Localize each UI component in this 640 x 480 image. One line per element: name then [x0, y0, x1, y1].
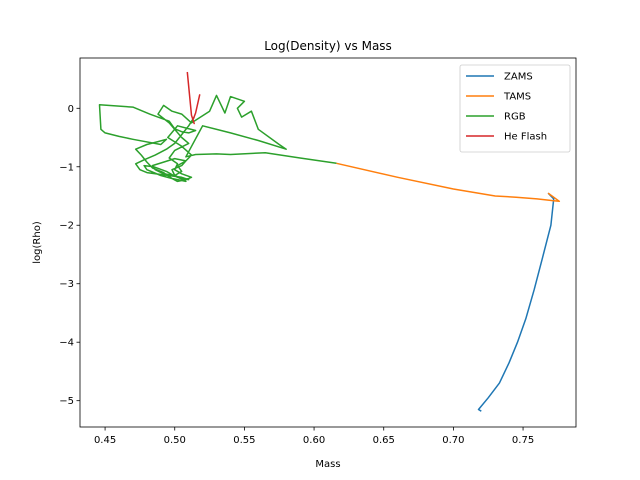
- x-tick-label: 0.55: [233, 435, 255, 446]
- x-tick-label: 0.65: [373, 435, 395, 446]
- y-tick-label: −1: [59, 162, 74, 173]
- x-tick-label: 0.60: [303, 435, 325, 446]
- y-tick-label: −2: [59, 221, 74, 232]
- series-layer: [98, 71, 561, 412]
- legend-label-he-flash: He Flash: [504, 132, 547, 143]
- plot-frame: [79, 57, 577, 428]
- plot-area: [98, 71, 561, 412]
- legend-label-zams: ZAMS: [504, 72, 533, 83]
- series-line-zams: [477, 192, 555, 412]
- x-tick-label: 0.50: [164, 435, 186, 446]
- legend: ZAMS TAMS RGB He Flash: [459, 64, 571, 153]
- x-tick-label: 0.75: [512, 435, 534, 446]
- legend-label-rgb: RGB: [504, 112, 526, 123]
- legend-label-tams: TAMS: [503, 92, 531, 103]
- y-tick-label: −5: [59, 396, 74, 407]
- x-axis-ticks: 0.45 0.50 0.55 0.60 0.65 0.70 0.75: [94, 427, 534, 446]
- series-line-tams: [336, 162, 561, 203]
- x-tick-label: 0.45: [94, 435, 116, 446]
- y-tick-label: −3: [59, 279, 74, 290]
- y-axis-label: log(Rho): [32, 221, 43, 264]
- x-tick-label: 0.70: [442, 435, 464, 446]
- chart-title: Log(Density) vs Mass: [264, 39, 392, 53]
- y-tick-label: 0: [68, 104, 74, 115]
- series-line-rgb: [98, 94, 337, 183]
- series-line-he-flash: [186, 71, 201, 125]
- x-axis-label: Mass: [315, 459, 340, 470]
- legend-box: [459, 64, 571, 153]
- y-axis-ticks: −5 −4 −3 −2 −1 0: [59, 104, 80, 407]
- y-tick-label: −4: [59, 338, 74, 349]
